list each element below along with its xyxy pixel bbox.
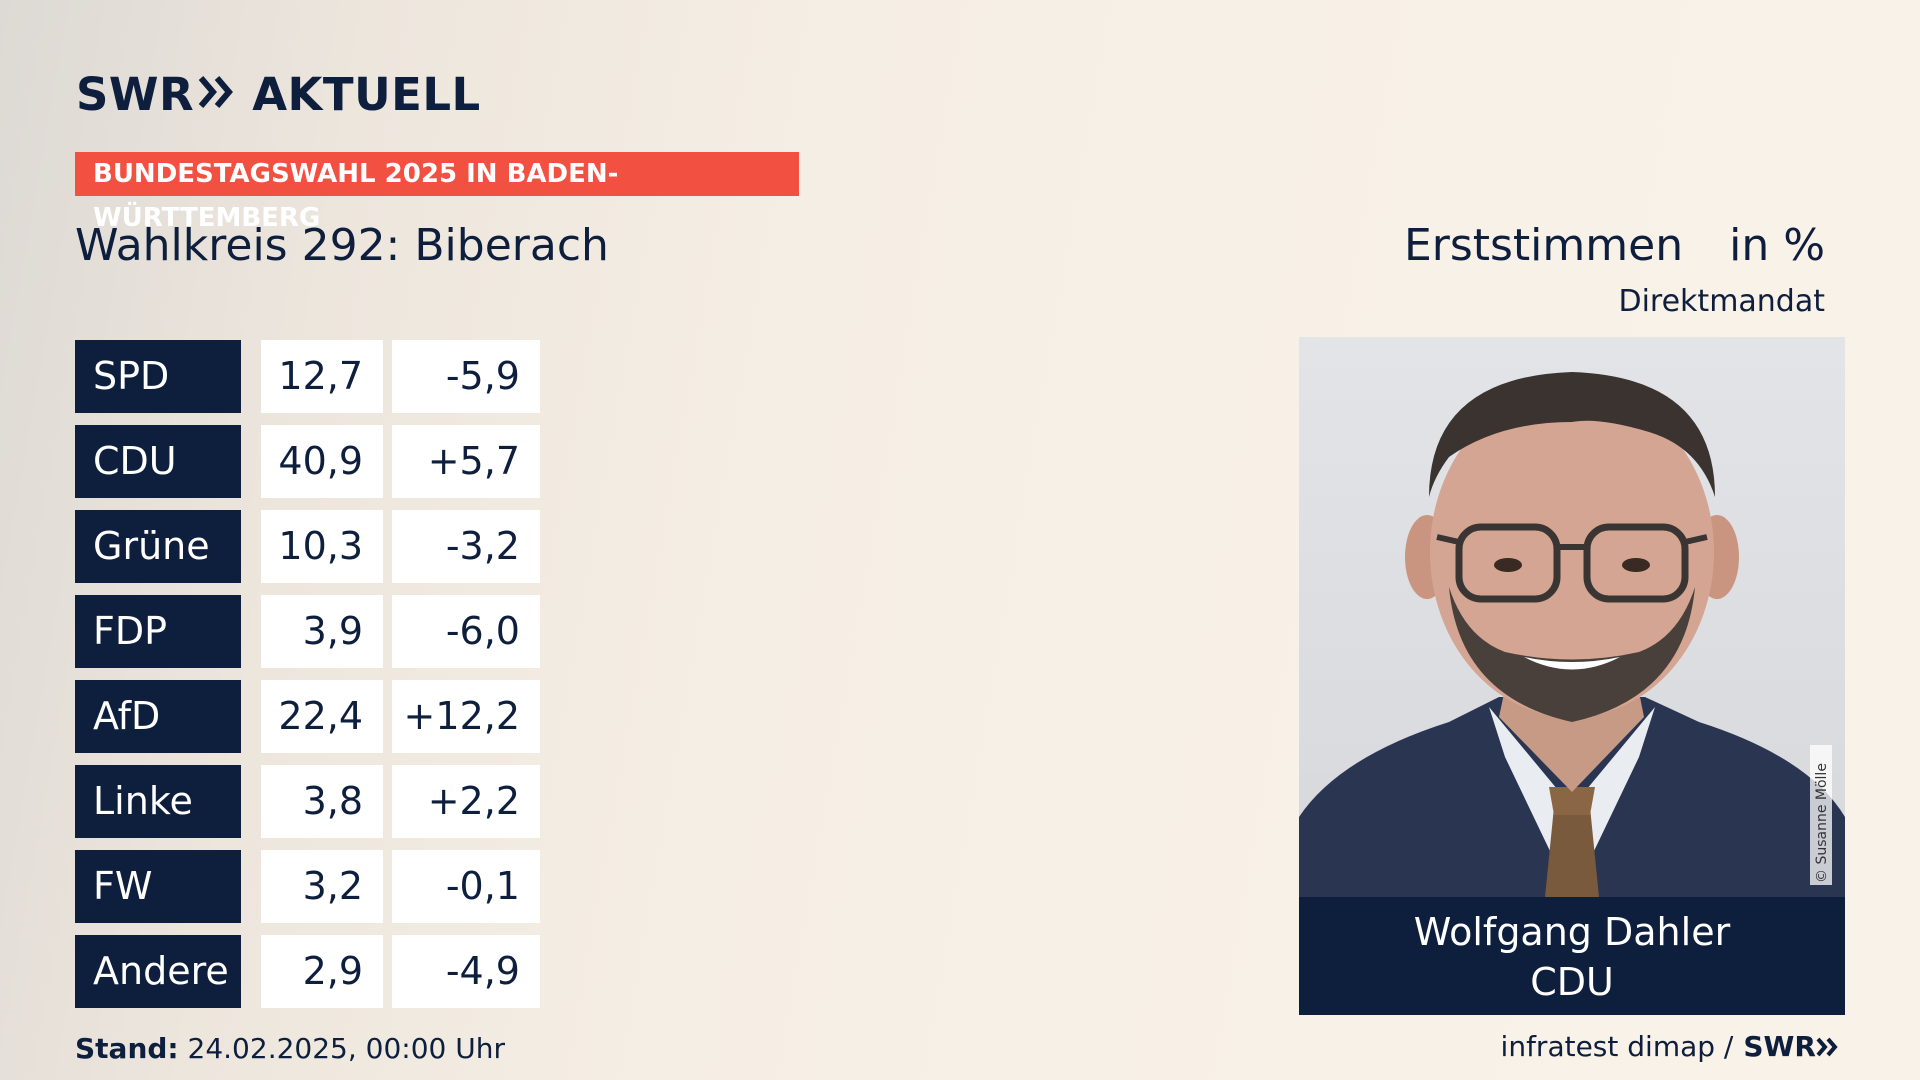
vote-change-value: -6,0 — [392, 595, 540, 668]
party-label: Andere — [75, 935, 241, 1008]
vote-share-value: 3,8 — [261, 765, 383, 838]
vote-share-value: 12,7 — [261, 340, 383, 413]
candidate-photo — [1299, 337, 1845, 897]
vote-change-value: -3,2 — [392, 510, 540, 583]
candidate-portrait-icon — [1299, 372, 1845, 897]
photo-credit: © Susanne Mölle — [1810, 745, 1832, 885]
vote-change-value: -4,9 — [392, 935, 540, 1008]
unit-label: in % — [1729, 220, 1825, 271]
measure-heading: Erststimmen in % — [1404, 220, 1825, 271]
candidate-name: Wolfgang Dahler — [1413, 910, 1731, 954]
vote-share-value: 3,2 — [261, 850, 383, 923]
stand-label: Stand: — [75, 1032, 179, 1065]
vote-change-value: +2,2 — [392, 765, 540, 838]
vote-share-value: 40,9 — [261, 425, 383, 498]
vote-change-value: +12,2 — [392, 680, 540, 753]
party-label: AfD — [75, 680, 241, 753]
page-title: Wahlkreis 292: Biberach — [75, 220, 609, 271]
logo-text-swr: SWR — [76, 68, 195, 121]
vote-share-value: 10,3 — [261, 510, 383, 583]
candidate-namebox: Wolfgang Dahler CDU — [1299, 897, 1845, 1015]
measure-label: Erststimmen — [1403, 220, 1684, 271]
party-label: FDP — [75, 595, 241, 668]
candidate-party: CDU — [1530, 960, 1614, 1004]
vote-change-value: -5,9 — [392, 340, 540, 413]
vote-change-value: -0,1 — [392, 850, 540, 923]
stand-value: 24.02.2025, 00:00 Uhr — [187, 1032, 505, 1065]
party-label: Linke — [75, 765, 241, 838]
timestamp: Stand: 24.02.2025, 00:00 Uhr — [75, 1032, 505, 1065]
party-label: Grüne — [75, 510, 241, 583]
source-text: infratest dimap / — [1500, 1030, 1734, 1063]
party-label: FW — [75, 850, 241, 923]
logo-text-aktuell: AKTUELL — [252, 68, 481, 121]
vote-change-value: +5,7 — [392, 425, 540, 498]
swr-small-logo-text: SWR — [1743, 1030, 1816, 1063]
source-credit: infratest dimap / SWR — [1501, 1030, 1842, 1063]
photo-credit-text: © Susanne Mölle — [1814, 763, 1830, 883]
party-label: CDU — [75, 425, 241, 498]
vote-share-value: 2,9 — [261, 935, 383, 1008]
party-label: SPD — [75, 340, 241, 413]
double-chevron-icon — [198, 68, 238, 121]
swr-aktuell-logo: SWR AKTUELL — [76, 68, 481, 121]
double-chevron-small-icon — [1816, 1037, 1838, 1056]
election-banner: BUNDESTAGSWAHL 2025 IN BADEN-WÜRTTEMBERG — [75, 152, 799, 233]
vote-share-value: 22,4 — [261, 680, 383, 753]
swr-small-logo: SWR — [1743, 1030, 1842, 1063]
direktmandat-label: Direktmandat — [1618, 284, 1825, 319]
vote-share-value: 3,9 — [261, 595, 383, 668]
